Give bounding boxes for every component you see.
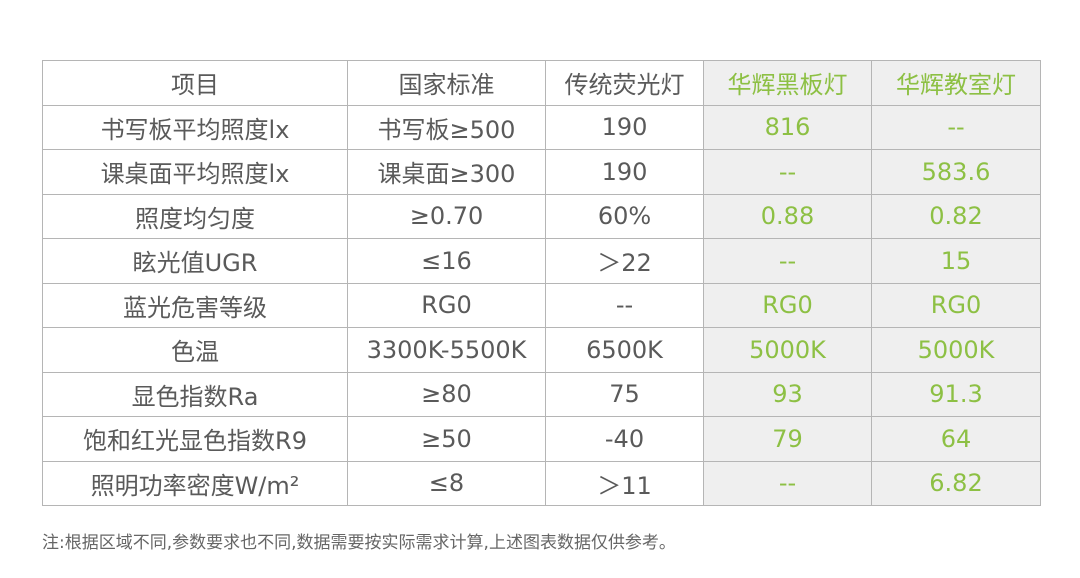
table-cell: -- (545, 282, 704, 328)
table-cell: 583.6 (871, 149, 1041, 195)
table-cell: 蓝光危害等级 (42, 282, 348, 328)
table-cell: 190 (545, 149, 704, 195)
table-cell: 书写板平均照度lx (42, 104, 348, 150)
table-cell: 显色指数Ra (42, 371, 348, 417)
table-row: 饱和红光显色指数R9 ≥50 -40 79 64 (42, 416, 1041, 462)
table-cell: 照明功率密度W/m² (42, 460, 348, 506)
table-cell: 课桌面平均照度lx (42, 149, 348, 195)
table-cell: -- (703, 238, 872, 284)
table-cell: 3300K-5500K (347, 327, 546, 373)
table-cell: ＞11 (545, 460, 704, 506)
comparison-table: 项目 国家标准 传统荧光灯 华辉黑板灯 华辉教室灯 书写板平均照度lx 书写板≥500 190… (42, 60, 1041, 506)
table-cell: -40 (545, 416, 704, 462)
table-cell: 6.82 (871, 460, 1041, 506)
table-cell: 色温 (42, 327, 348, 373)
table-row: 照度均匀度 ≥0.70 60% 0.88 0.82 (42, 193, 1041, 239)
table-cell: 190 (545, 104, 704, 150)
footnote: 注:根据区域不同,参数要求也不同,数据需要按实际需求计算,上述图表数据仅供参考。 (42, 533, 676, 553)
table-cell: RG0 (871, 282, 1041, 328)
table-cell: ≥50 (347, 416, 546, 462)
table-row: 课桌面平均照度lx 课桌面≥300 190 -- 583.6 (42, 149, 1041, 195)
table-cell: 照度均匀度 (42, 193, 348, 239)
table-cell: 60% (545, 193, 704, 239)
table-cell: 15 (871, 238, 1041, 284)
table-cell: 眩光值UGR (42, 238, 348, 284)
column-header: 项目 (42, 60, 348, 106)
column-header: 传统荧光灯 (545, 60, 704, 106)
header-row: 项目 国家标准 传统荧光灯 华辉黑板灯 华辉教室灯 (42, 60, 1041, 106)
table-cell: -- (871, 104, 1041, 150)
table-cell: RG0 (347, 282, 546, 328)
table-row: 眩光值UGR ≤16 ＞22 -- 15 (42, 238, 1041, 284)
table-cell: 书写板≥500 (347, 104, 546, 150)
table-cell: RG0 (703, 282, 872, 328)
table-cell: ≤16 (347, 238, 546, 284)
table-row: 色温 3300K-5500K 6500K 5000K 5000K (42, 327, 1041, 373)
table-cell: 0.88 (703, 193, 872, 239)
table-row: 显色指数Ra ≥80 75 93 91.3 (42, 371, 1041, 417)
table-cell: ＞22 (545, 238, 704, 284)
column-header: 华辉教室灯 (871, 60, 1041, 106)
table-cell: 79 (703, 416, 872, 462)
table-cell: ≥0.70 (347, 193, 546, 239)
table-cell: 课桌面≥300 (347, 149, 546, 195)
column-header: 国家标准 (347, 60, 546, 106)
table-cell: 饱和红光显色指数R9 (42, 416, 348, 462)
table-cell: 6500K (545, 327, 704, 373)
table-row: 蓝光危害等级 RG0 -- RG0 RG0 (42, 282, 1041, 328)
table-cell: 75 (545, 371, 704, 417)
table-cell: 5000K (703, 327, 872, 373)
table-cell: 0.82 (871, 193, 1041, 239)
table-cell: -- (703, 460, 872, 506)
table-cell: 5000K (871, 327, 1041, 373)
table-cell: 64 (871, 416, 1041, 462)
table-cell: -- (703, 149, 872, 195)
table-cell: 93 (703, 371, 872, 417)
table-cell: ≥80 (347, 371, 546, 417)
column-header: 华辉黑板灯 (703, 60, 872, 106)
table-row: 书写板平均照度lx 书写板≥500 190 816 -- (42, 104, 1041, 150)
table-row: 照明功率密度W/m² ≤8 ＞11 -- 6.82 (42, 460, 1041, 506)
table-cell: 816 (703, 104, 872, 150)
table-cell: 91.3 (871, 371, 1041, 417)
table-cell: ≤8 (347, 460, 546, 506)
